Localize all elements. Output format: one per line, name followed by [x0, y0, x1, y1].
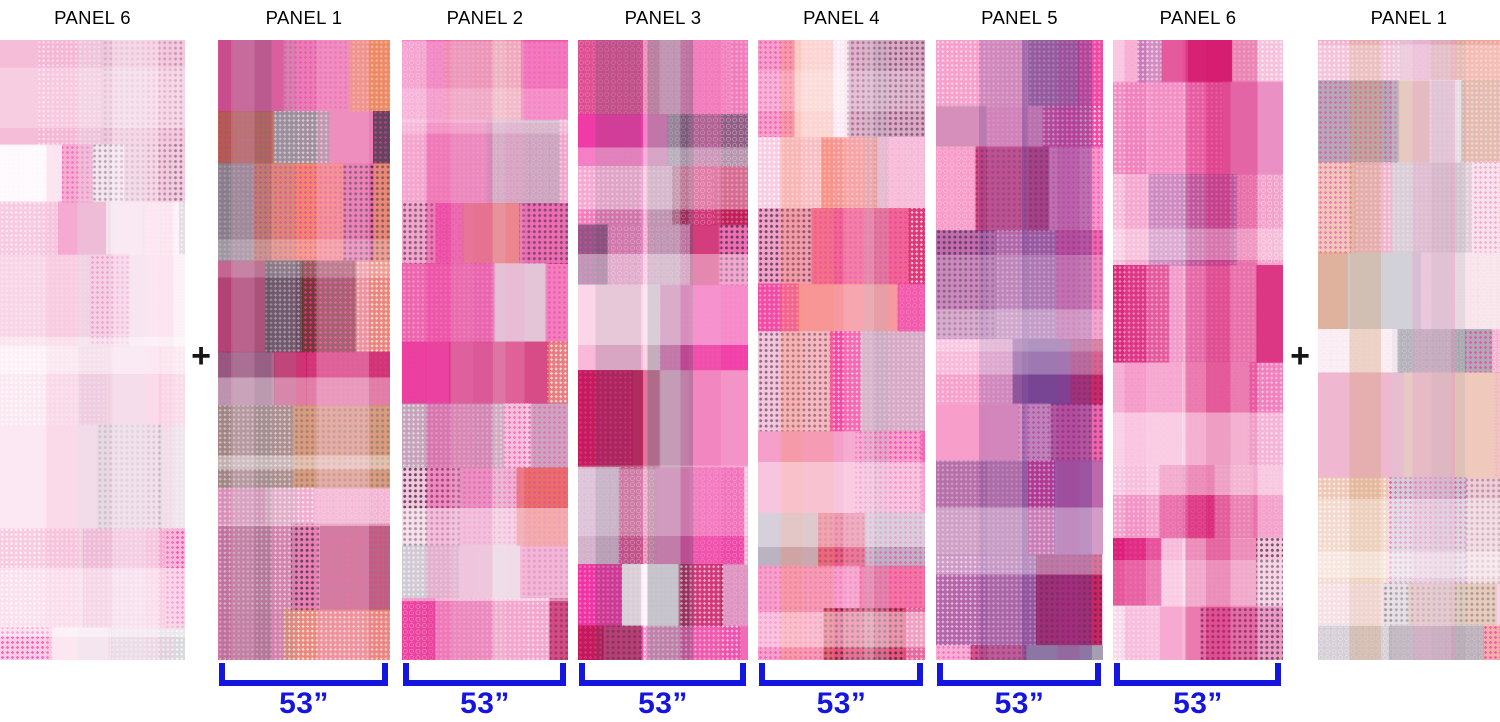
panel-artwork [1318, 40, 1500, 660]
width-bracket [403, 663, 566, 686]
width-bracket [759, 663, 923, 686]
panel-column-1-right-repeat: PANEL 1 [1318, 7, 1500, 660]
width-bracket [1114, 663, 1281, 686]
panel-label: PANEL 3 [624, 7, 702, 28]
plus-separator: + [1290, 337, 1310, 375]
width-bracket [579, 663, 746, 686]
panel-label: PANEL 6 [54, 7, 131, 28]
panel-artwork [758, 40, 925, 660]
width-bracket [937, 663, 1101, 686]
panel-column-2: PANEL 2 53” [402, 7, 568, 719]
panel-column-4: PANEL 4 53” [758, 7, 925, 719]
panel-column-6: PANEL 6 53” [1113, 7, 1283, 719]
panel-column-3: PANEL 3 53” [578, 7, 748, 719]
width-measurement: 53” [1173, 687, 1223, 720]
panel-artwork [402, 40, 568, 660]
panel-label: PANEL 1 [1370, 7, 1448, 28]
width-measurement: 53” [460, 687, 510, 720]
panel-artwork [1113, 40, 1283, 660]
panel-artwork [936, 40, 1103, 660]
panel-label: PANEL 2 [446, 7, 524, 28]
width-measurement: 53” [279, 687, 329, 720]
width-measurement: 53” [994, 687, 1045, 720]
panel-artwork [578, 40, 748, 660]
panel-column-1: PANEL 1 53” [218, 7, 390, 719]
width-measurement: 53” [816, 687, 867, 720]
panel-artwork [218, 40, 390, 660]
panel-label: PANEL 1 [265, 7, 343, 28]
panel-label: PANEL 4 [803, 7, 880, 28]
plus-separator: + [191, 337, 211, 375]
panel-label: PANEL 6 [1159, 7, 1237, 28]
panel-column-5: PANEL 5 53” [936, 7, 1103, 719]
width-measurement: 53” [638, 687, 688, 720]
width-bracket [219, 663, 388, 686]
panel-artwork [0, 40, 185, 660]
panel-column-6-left-repeat: PANEL 6 [0, 7, 185, 660]
panel-label: PANEL 5 [981, 7, 1058, 28]
